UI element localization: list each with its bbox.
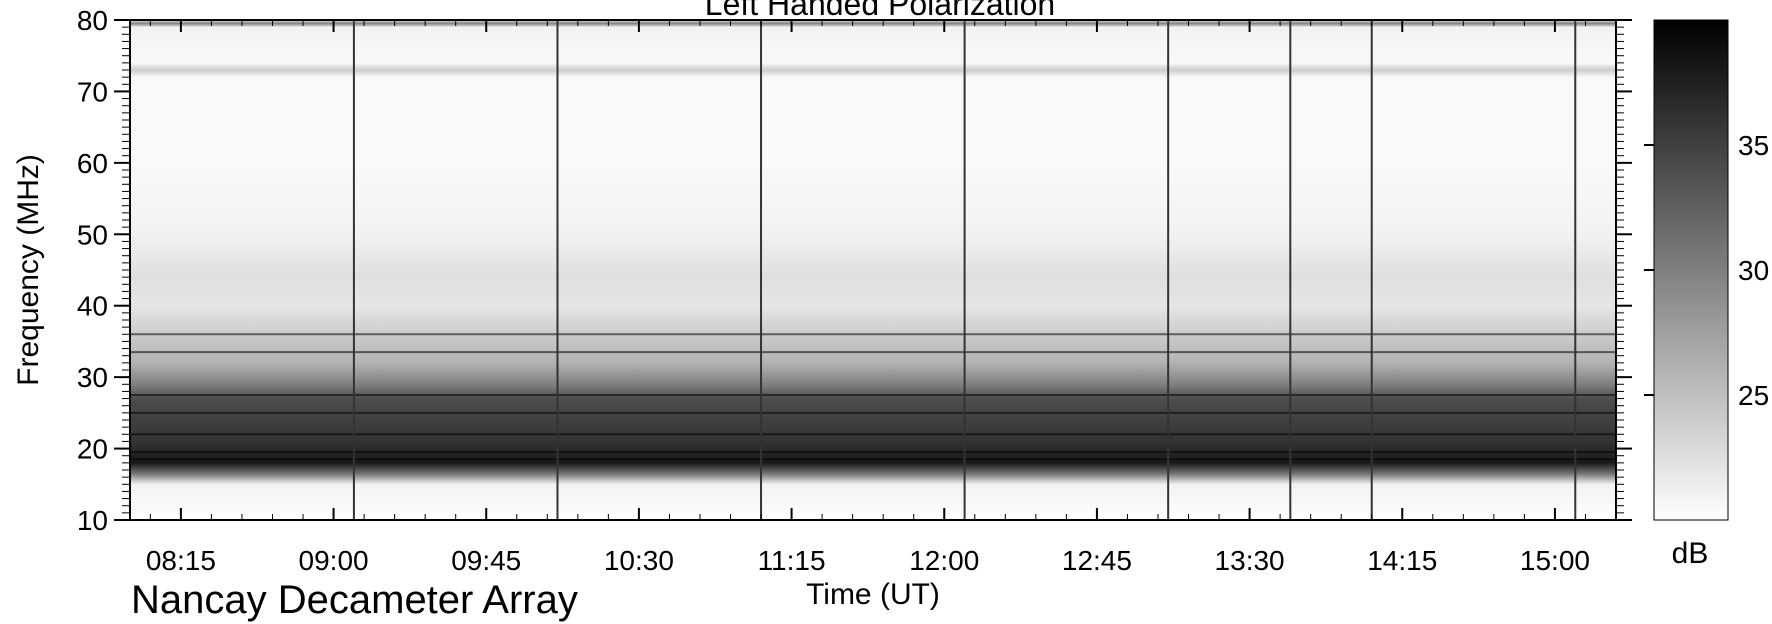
plot-background (130, 20, 1616, 520)
y-axis: 10 20 30 40 50 60 70 80 (77, 5, 1632, 536)
x-tick-label: 14:15 (1367, 545, 1437, 576)
y-tick-label: 40 (77, 291, 108, 322)
x-tick-label: 09:00 (299, 545, 369, 576)
colorbar-tick-label: 30 (1738, 255, 1769, 286)
x-axis: 08:15 09:00 09:45 10:30 11:15 12:00 12:45 13:30… (146, 20, 1617, 576)
colorbar-tick-label: 25 (1738, 380, 1769, 411)
x-tick-label: 12:00 (909, 545, 979, 576)
data-gap-layer (352, 20, 1577, 520)
spectral-band-layer (130, 333, 1616, 461)
y-tick-label: 10 (77, 505, 108, 536)
y-tick-label: 70 (77, 76, 108, 107)
instrument-label: Nancay Decameter Array (131, 578, 578, 622)
x-tick-label: 10:30 (604, 545, 674, 576)
x-tick-label: 08:15 (146, 545, 216, 576)
chart-title: Left Handed Polarization (704, 0, 1056, 22)
y-tick-label: 80 (77, 5, 108, 36)
x-tick-label: 09:45 (451, 545, 521, 576)
colorbar-axis: 25 30 35 (1644, 130, 1769, 411)
y-axis-label: Frequency (MHz) (12, 154, 45, 386)
x-tick-label: 13:30 (1215, 545, 1285, 576)
colorbar (1653, 19, 1729, 521)
x-tick-label: 11:15 (758, 545, 826, 576)
x-tick-label: 12:45 (1062, 545, 1132, 576)
colorbar-unit-label: dB (1672, 537, 1709, 570)
y-tick-label: 60 (77, 148, 108, 179)
x-tick-label: 15:00 (1520, 545, 1590, 576)
x-axis-label: Time (UT) (806, 578, 940, 611)
y-tick-label: 50 (77, 219, 108, 250)
y-tick-label: 30 (77, 362, 108, 393)
y-tick-label: 20 (77, 434, 108, 465)
colorbar-tick-label: 35 (1738, 130, 1769, 161)
